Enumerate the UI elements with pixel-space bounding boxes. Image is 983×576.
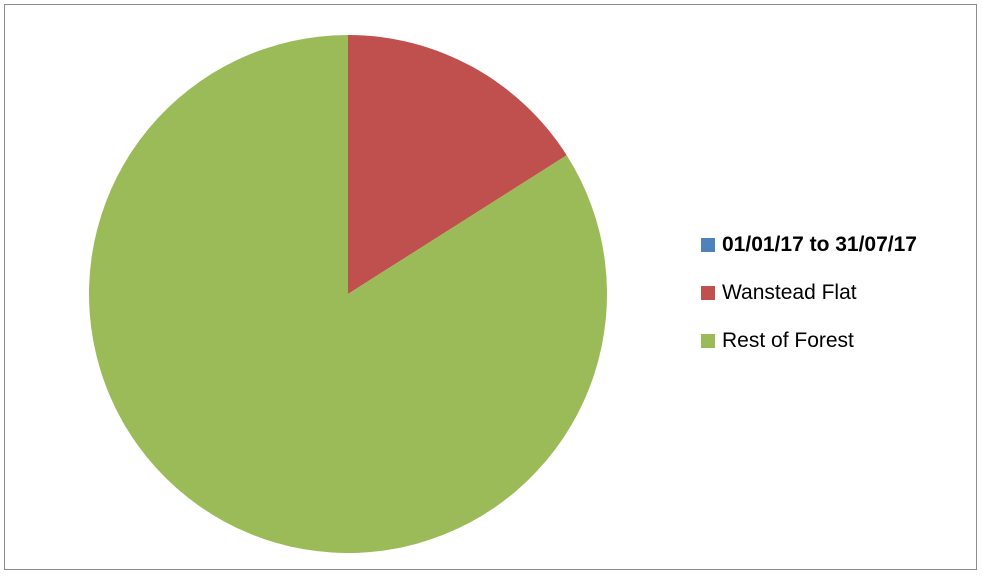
legend-entry-rest-of-forest: Rest of Forest [701,328,917,354]
legend-entry-wanstead-flat: Wanstead Flat [701,280,917,306]
pie-slice-wanstead-flat [348,35,567,294]
chart-legend: 01/01/17 to 31/07/17 Wanstead Flat Rest … [701,232,917,376]
legend-entry-period: 01/01/17 to 31/07/17 [701,232,917,258]
legend-label-period: 01/01/17 to 31/07/17 [722,233,917,256]
legend-swatch-wanstead-flat [701,286,715,300]
pie-slice-rest-of-forest [88,35,607,553]
legend-label-wanstead-flat: Wanstead Flat [722,281,857,304]
legend-label-rest-of-forest: Rest of Forest [722,329,854,352]
legend-swatch-rest-of-forest [701,334,715,348]
legend-swatch-period [701,238,715,252]
pie-slices [88,35,607,553]
